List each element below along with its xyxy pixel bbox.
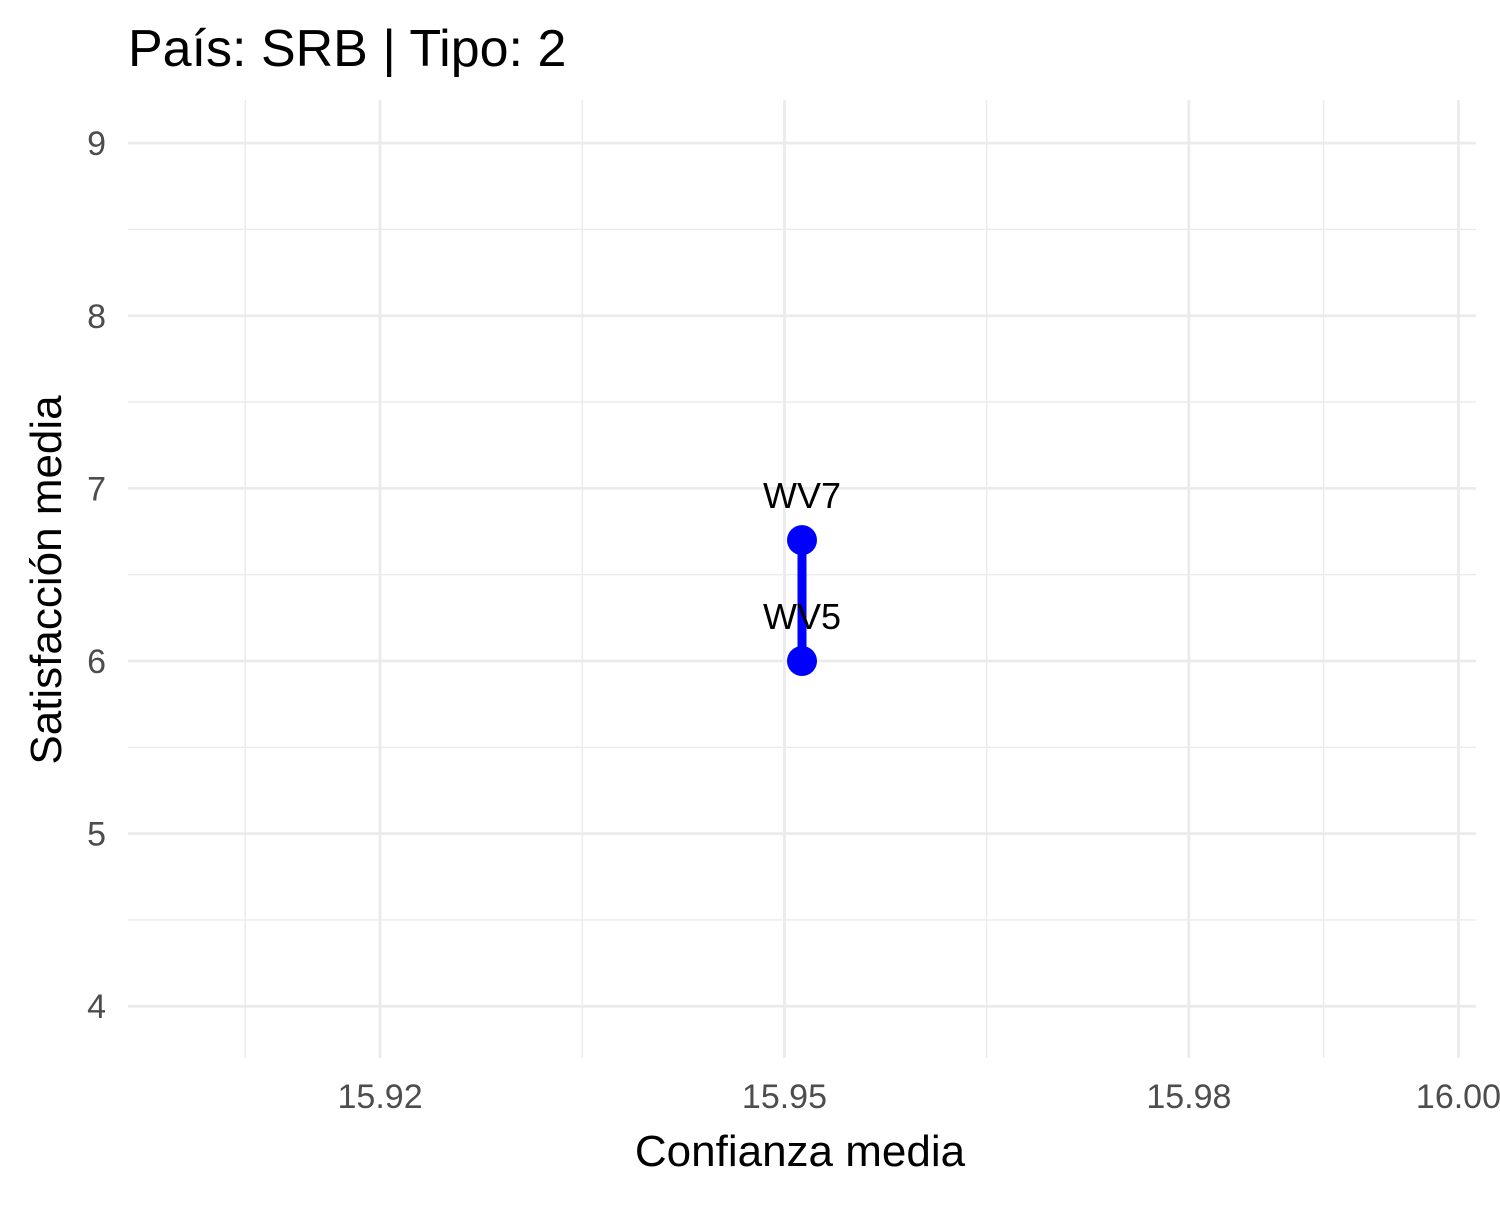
x-tick-labels: 15.92 15.95 15.98 16.00 (338, 1078, 1500, 1116)
data-point-wv5 (787, 645, 817, 676)
chart-title: País: SRB | Tipo: 2 (128, 20, 566, 78)
y-axis-title: Satisfacción media (22, 395, 71, 765)
x-tick-label-1: 15.95 (742, 1078, 827, 1116)
data-label-wv5: WV5 (763, 596, 841, 637)
data-point-wv7 (787, 525, 817, 556)
grid-major (128, 100, 1476, 1058)
series-layer (787, 525, 817, 676)
y-tick-label-1: 5 (87, 816, 106, 854)
y-tick-label-2: 6 (87, 643, 106, 681)
point-labels: WV5 WV7 (763, 475, 841, 637)
grid-minor (128, 100, 1476, 1058)
x-tick-label-2: 15.98 (1146, 1078, 1231, 1116)
y-tick-label-3: 7 (87, 470, 106, 508)
y-tick-label-5: 9 (87, 125, 106, 163)
x-axis-title: Confianza media (635, 1127, 966, 1176)
y-tick-labels: 4 5 6 7 8 9 (87, 125, 106, 1026)
x-tick-label-0: 15.92 (338, 1078, 423, 1116)
y-tick-label-0: 4 (87, 988, 106, 1026)
x-tick-label-3: 16.00 (1416, 1078, 1500, 1116)
data-label-wv7: WV7 (763, 475, 841, 516)
y-tick-label-4: 8 (87, 298, 106, 336)
